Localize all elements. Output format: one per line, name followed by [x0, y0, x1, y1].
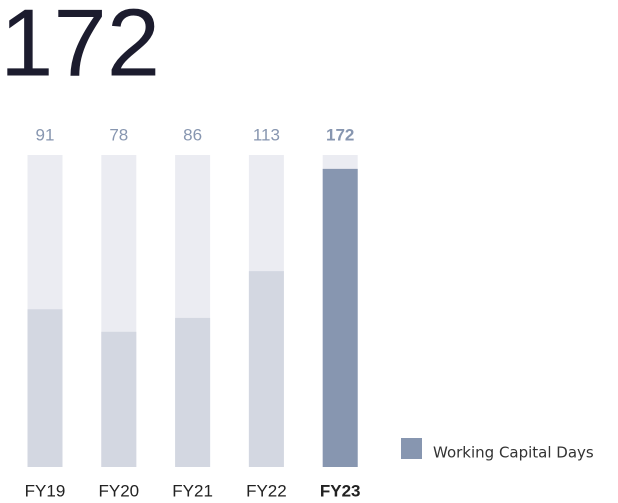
x-tick-label: FY21	[172, 481, 213, 500]
bar	[248, 271, 284, 467]
value-label: 113	[253, 125, 280, 144]
bar	[101, 331, 137, 467]
x-tick-label: FY19	[25, 481, 66, 500]
x-tick-label: FY20	[98, 481, 139, 500]
legend-swatch	[401, 438, 422, 459]
value-label: 91	[36, 125, 55, 144]
x-tick-label: FY22	[246, 481, 287, 500]
bar	[322, 168, 358, 467]
x-tick-label: FY23	[320, 481, 361, 500]
value-label: 78	[109, 125, 128, 144]
legend-label: Working Capital Days	[433, 444, 594, 462]
headline: 172	[0, 0, 160, 96]
value-label: 86	[183, 125, 202, 144]
bar	[175, 317, 211, 467]
value-label: 172	[326, 125, 354, 144]
bar	[27, 309, 63, 467]
